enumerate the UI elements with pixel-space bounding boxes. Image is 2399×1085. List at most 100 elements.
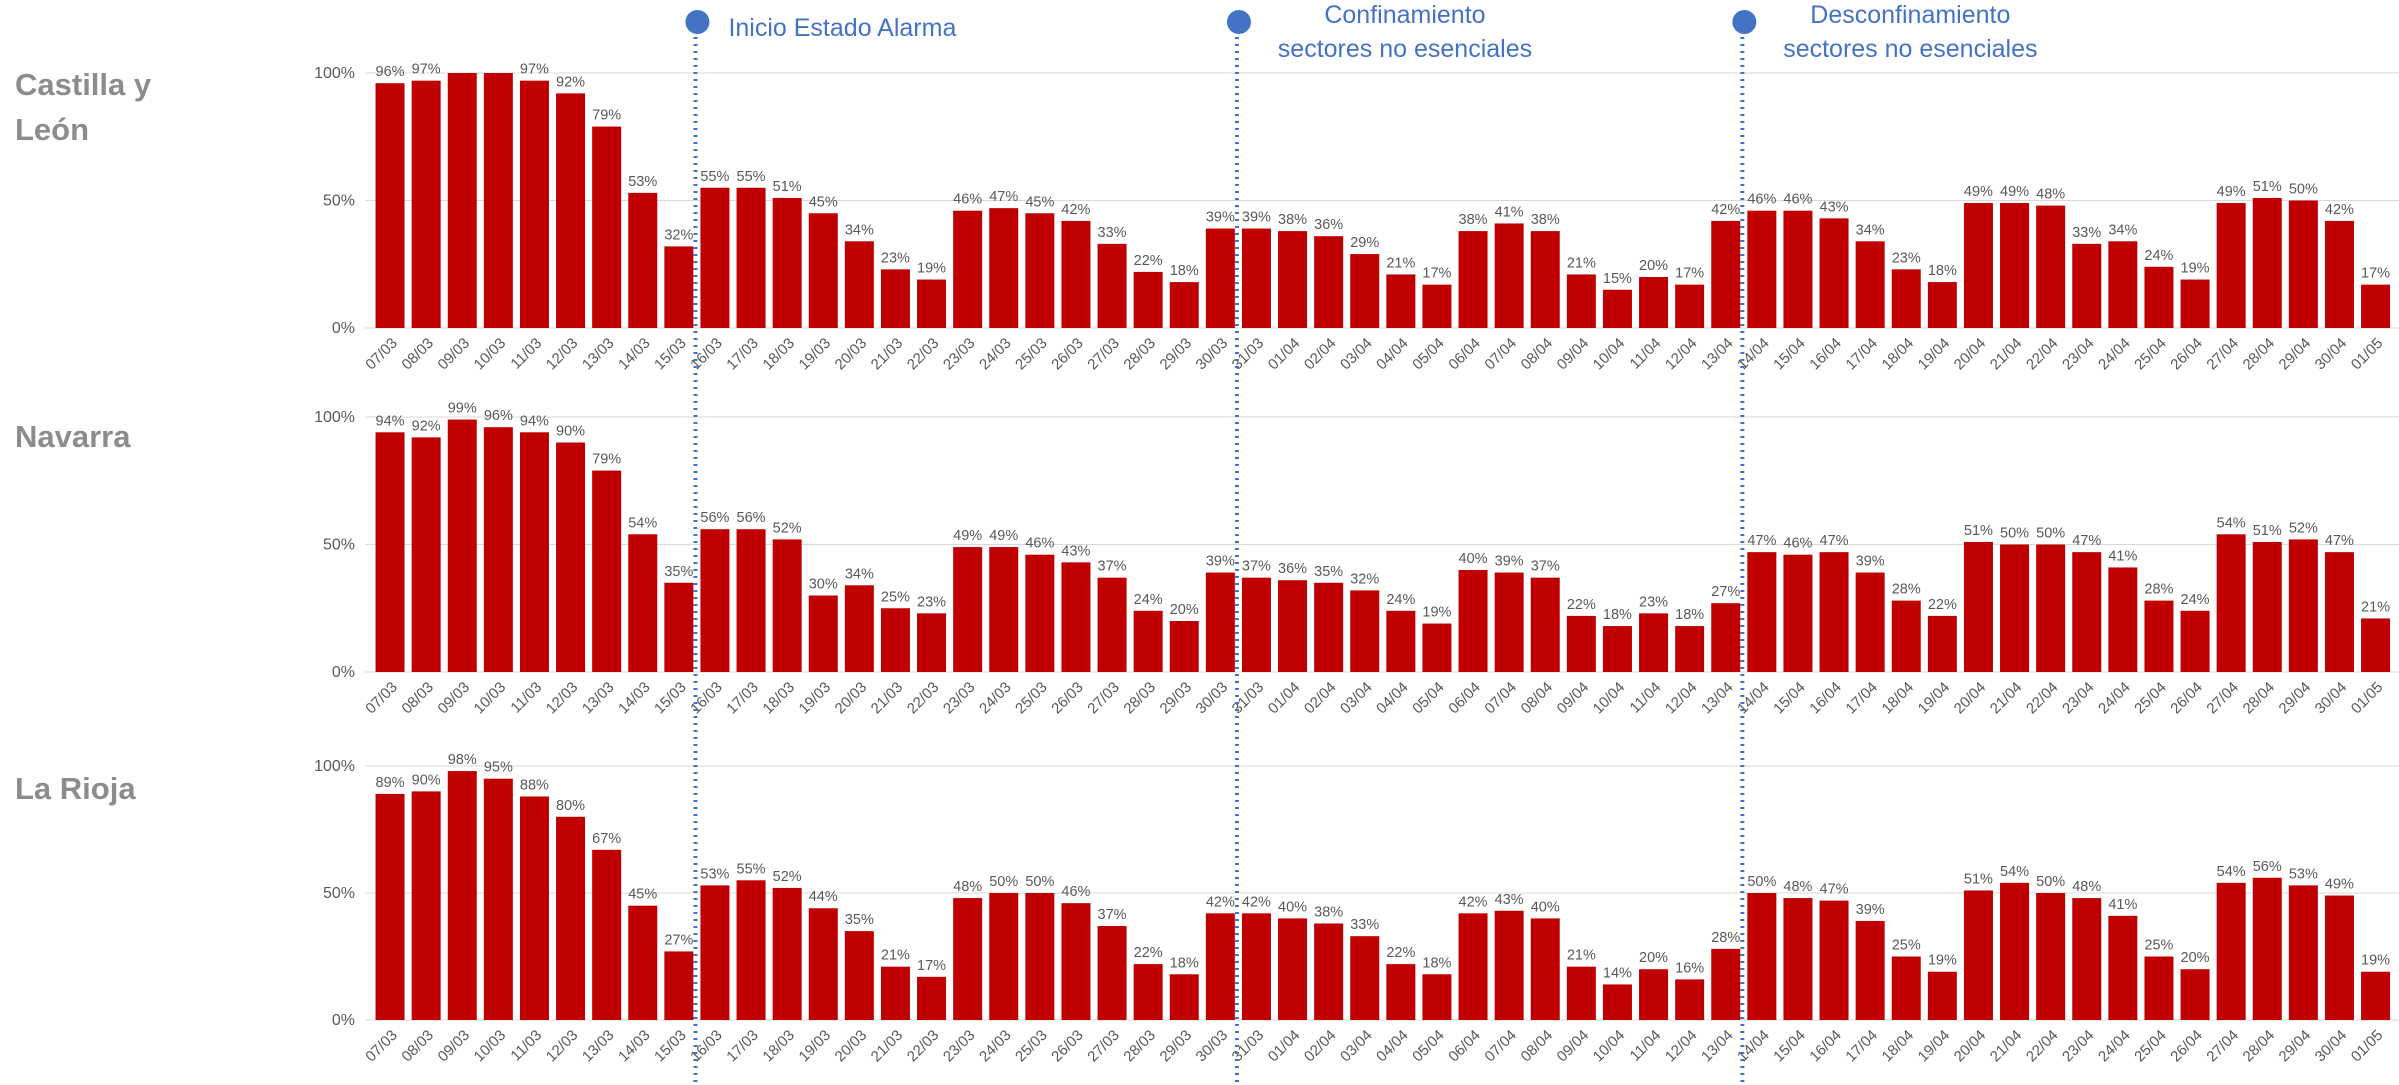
data-label: 20% [2181,950,2210,966]
x-tick-label: 12/04 [1662,335,1701,374]
x-tick-label: 14/03 [615,335,654,374]
bar [1494,910,1524,1020]
y-tick-label: 100% [314,758,355,775]
x-tick-label: 20/03 [832,335,871,374]
data-label: 46% [1783,192,1812,208]
x-tick-label: 28/04 [2240,679,2279,718]
bar [2216,882,2246,1020]
data-label: 34% [2108,222,2137,238]
bar [2036,205,2066,328]
bar [628,192,658,328]
bar [1169,621,1199,672]
data-label: 19% [2361,953,2390,969]
x-tick-label: 08/03 [398,679,437,718]
bar [411,791,441,1020]
bar [1783,210,1813,328]
data-label: 49% [2217,184,2246,200]
x-tick-label: 17/03 [723,1027,762,1066]
x-tick-label: 18/03 [759,1027,798,1066]
x-tick-label: 15/04 [1770,679,1809,718]
bar [1530,918,1560,1020]
bar [1314,923,1344,1020]
bar [628,534,658,672]
data-label: 25% [881,589,910,605]
bar [1963,203,1993,328]
bar [1639,613,1669,672]
data-label: 18% [1422,955,1451,971]
data-label: 18% [1675,607,1704,623]
data-label: 46% [1747,192,1776,208]
x-tick-label: 28/04 [2240,1027,2279,1066]
bar [1819,900,1849,1020]
y-tick-label: 0% [332,1012,355,1029]
x-tick-label: 22/03 [904,679,943,718]
x-tick-label: 26/04 [2167,1027,2206,1066]
data-label: 41% [2108,548,2137,564]
data-label: 39% [1495,554,1524,570]
bar [1530,577,1560,672]
data-label: 28% [2144,582,2173,598]
bar [1458,913,1488,1020]
x-tick-label: 06/04 [1445,679,1484,718]
x-tick-label: 30/03 [1193,335,1232,374]
x-tick-label: 31/03 [1229,679,1268,718]
y-tick-label: 50% [323,193,355,210]
data-label: 45% [809,194,838,210]
x-tick-label: 14/03 [615,679,654,718]
data-label: 34% [845,566,874,582]
x-tick-label: 30/03 [1193,1027,1232,1066]
bar [736,880,766,1020]
bar [880,269,910,328]
x-tick-label: 14/04 [1734,679,1773,718]
bar [953,547,983,672]
bar [1675,979,1705,1020]
bar [1711,948,1741,1020]
bar [1025,893,1055,1020]
x-tick-label: 24/04 [2095,679,2134,718]
data-label: 37% [1242,559,1271,575]
x-tick-label: 26/04 [2167,679,2206,718]
bar [447,73,477,328]
bar [2252,877,2282,1020]
bar [844,931,874,1020]
x-tick-label: 11/03 [507,679,545,717]
x-tick-label: 24/03 [976,679,1015,718]
x-tick-label: 30/04 [2312,679,2351,718]
data-label: 19% [917,261,946,277]
bar [1350,936,1380,1020]
x-tick-label: 09/03 [435,679,474,718]
region-name: León [15,112,89,147]
x-tick-label: 27/03 [1084,1027,1123,1066]
bar [1783,898,1813,1020]
bar [1747,893,1777,1020]
data-label: 48% [2036,187,2065,203]
x-tick-label: 18/04 [1879,335,1918,374]
x-tick-label: 15/03 [651,1027,690,1066]
data-label: 32% [664,227,693,243]
bar [808,595,838,672]
bar [1855,920,1885,1020]
data-label: 54% [2000,864,2029,880]
x-tick-label: 06/04 [1445,1027,1484,1066]
data-label: 55% [737,861,766,877]
x-tick-label: 21/04 [1987,679,2026,718]
bar [1061,903,1091,1020]
x-tick-label: 16/03 [687,335,726,374]
data-label: 92% [556,74,585,90]
x-tick-label: 14/04 [1734,1027,1773,1066]
region-name: Castilla y [15,67,152,102]
y-tick-label: 0% [332,320,355,337]
x-tick-label: 07/03 [362,1027,401,1066]
data-label: 21% [1567,255,1596,271]
data-label: 40% [1531,899,1560,915]
x-tick-label: 02/04 [1301,335,1340,374]
data-label: 50% [2036,874,2065,890]
bar [1169,282,1199,328]
bar [1819,218,1849,328]
bar [772,197,802,328]
x-tick-label: 21/03 [868,679,907,718]
data-label: 54% [2217,864,2246,880]
bar [447,419,477,672]
data-label: 33% [2072,225,2101,241]
x-tick-label: 01/05 [2348,679,2387,718]
